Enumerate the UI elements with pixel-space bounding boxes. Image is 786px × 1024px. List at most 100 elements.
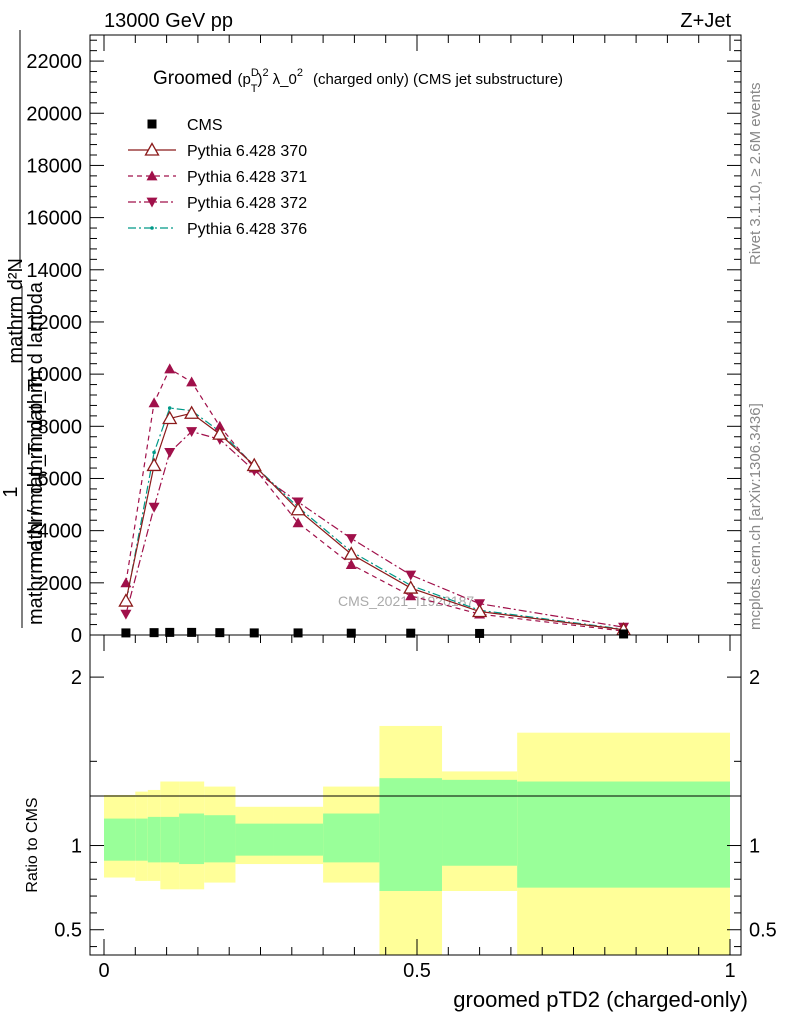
legend: CMS Pythia 6.428 370 Pythia 6.428 371 Pythi… — [128, 117, 307, 238]
band-inner — [235, 823, 274, 856]
ylabel-line-1: mathrm d²N — [5, 258, 27, 364]
data-point — [152, 450, 156, 455]
y-tick-label: 10000 — [26, 364, 82, 386]
data-point — [405, 570, 417, 581]
process-label: Z+Jet — [680, 10, 731, 32]
legend-marker — [150, 226, 154, 230]
ratio-frame — [89, 634, 742, 956]
data-point — [164, 447, 176, 458]
ratio-y-tick-label-right: 0.5 — [749, 920, 777, 942]
data-point — [471, 603, 488, 618]
ratio-ylabel: Ratio to CMS — [24, 797, 41, 892]
legend-label: Pythia 6.428 372 — [187, 195, 307, 212]
legend-marker — [147, 119, 157, 129]
data-point — [149, 628, 159, 638]
data-point — [403, 580, 419, 594]
band-inner — [204, 815, 236, 863]
legend-item: Pythia 6.428 376 — [128, 221, 307, 238]
ylabel-line-3: 1 — [0, 486, 22, 497]
data-point — [186, 427, 198, 438]
data-point — [167, 406, 172, 410]
data-point — [162, 410, 178, 425]
legend-label: Pythia 6.428 370 — [187, 143, 307, 160]
data-point — [249, 628, 259, 638]
legend-marker — [144, 142, 160, 156]
ratio-y-tick-label: 2 — [71, 667, 82, 689]
rivet-label: Rivet 3.1.10, ≥ 2.6M events — [747, 83, 764, 266]
band-inner — [104, 818, 136, 861]
mcplots-label: mcplots.cern.ch [arXiv:1306.3436] — [747, 403, 764, 630]
ratio-axes: 0.5 0.5 1 1 2 2 0 0.5 1 — [54, 35, 777, 982]
data-point — [290, 501, 306, 516]
legend-label: CMS — [187, 117, 223, 134]
data-point — [405, 590, 417, 601]
y-tick-label: 22000 — [26, 51, 82, 73]
ratio-y-tick-label: 0.5 — [54, 920, 82, 942]
band-inner — [135, 818, 148, 861]
data-point — [246, 457, 262, 472]
legend-item: Pythia 6.428 370 — [128, 142, 307, 160]
y-tick-label: 12000 — [26, 312, 82, 334]
main-series — [118, 363, 632, 639]
data-point — [292, 517, 304, 528]
series-line — [125, 368, 624, 632]
watermark: CMS_2021_I1920187 — [338, 593, 474, 609]
data-point — [118, 593, 134, 607]
data-point — [184, 405, 200, 419]
legend-item: Pythia 6.428 371 — [128, 169, 307, 186]
data-point — [345, 534, 357, 544]
data-point — [346, 628, 356, 638]
y-tick-label: 8000 — [38, 416, 83, 438]
y-tick-label: 4000 — [38, 521, 83, 543]
band-inner — [273, 823, 324, 856]
data-point — [164, 363, 176, 374]
y-tick-label: 14000 — [26, 260, 82, 282]
legend-item: Pythia 6.428 372 — [128, 195, 307, 212]
data-point — [148, 502, 160, 513]
ylabel-line-4: mathrm d N / mathrm d p_T — [25, 379, 47, 625]
data-point — [186, 376, 198, 387]
data-point — [165, 627, 175, 637]
energy-label: 13000 GeV pp — [104, 10, 233, 32]
ratio-bands — [104, 725, 730, 955]
legend-marker — [146, 197, 158, 208]
data-point — [146, 457, 162, 472]
band-inner — [442, 779, 518, 866]
data-point — [148, 397, 160, 408]
legend-label: Pythia 6.428 376 — [187, 221, 307, 238]
band-inner — [517, 781, 730, 888]
ratio-y-tick-label-right: 2 — [749, 667, 760, 689]
ratio-panel: 0.5 0.5 1 1 2 2 0 0.5 1 — [54, 35, 777, 982]
y-tick-label: 6000 — [38, 468, 83, 490]
ratio-y-tick-label: 1 — [71, 836, 82, 858]
data-point — [120, 609, 132, 620]
y-tick-label: 18000 — [26, 155, 82, 177]
data-point — [120, 577, 132, 588]
series-cms — [121, 627, 629, 639]
data-point — [293, 628, 303, 638]
legend-item: CMS — [147, 117, 223, 134]
y-tick-label: 16000 — [26, 208, 82, 230]
x-axis-label: groomed pTD2 (charged-only) — [453, 987, 748, 1012]
data-point — [619, 629, 629, 639]
band-inner — [147, 816, 161, 863]
legend-marker — [146, 170, 158, 181]
data-point — [214, 420, 226, 431]
x-tick-label: 1 — [724, 960, 735, 982]
band-inner — [179, 813, 205, 865]
main-ylabel: mathrm d²N mathrm d p_T mathrm d lambda … — [0, 30, 47, 628]
series-pythia-6-428-370 — [118, 405, 632, 636]
data-point — [187, 627, 197, 637]
data-point — [215, 628, 225, 638]
band-inner — [379, 778, 443, 891]
y-tick-label: 20000 — [26, 103, 82, 125]
data-point — [121, 628, 131, 638]
data-point — [406, 628, 416, 638]
y-tick-label: 2000 — [38, 573, 83, 595]
band-inner — [323, 813, 380, 863]
main-y-axis: 0 2000 4000 6000 8000 10000 12000 14000 16000 180… — [26, 39, 741, 647]
ylabel-line-2: mathrm d p_T mathrm d lambda — [25, 281, 47, 567]
data-point — [345, 559, 357, 569]
legend-label: Pythia 6.428 371 — [187, 169, 307, 186]
